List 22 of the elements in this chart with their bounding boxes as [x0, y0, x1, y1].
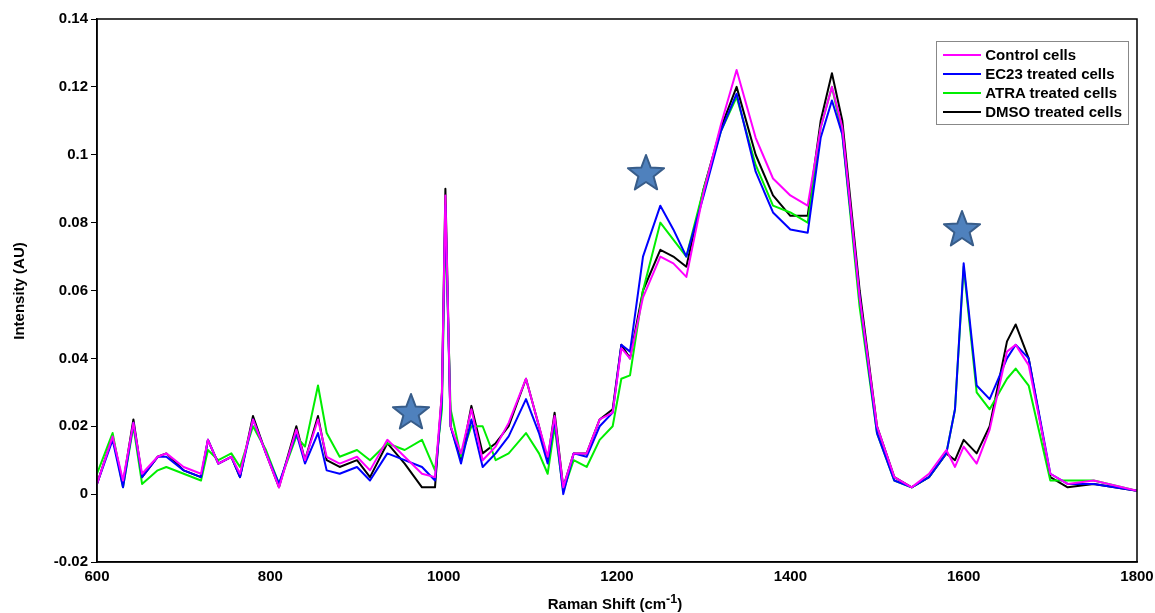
x-tick-label: 1600: [946, 567, 981, 585]
x-tick-label: 1800: [1120, 567, 1154, 585]
x-tick-label: 800: [257, 567, 283, 585]
x-tick-label: 1400: [773, 567, 808, 585]
x-tick-label: 1000: [426, 567, 461, 585]
y-tick-label: 0.12: [58, 77, 88, 95]
x-tick-label: 1200: [600, 567, 634, 585]
x-tick-label: 600: [84, 567, 110, 585]
legend-label: Control cells: [985, 45, 1077, 64]
x-axis-title: Raman Shift (cm$^{-1}$): [546, 592, 684, 612]
legend-label: ATRA treated cells: [985, 83, 1117, 102]
y-tick-label: 0: [79, 484, 88, 502]
y-tick-label: 0.14: [58, 9, 89, 27]
legend-label: DMSO treated cells: [985, 102, 1122, 121]
y-tick-label: 0.04: [58, 348, 89, 366]
y-tick-label: 0.06: [58, 280, 88, 298]
y-tick-label: 0.02: [58, 416, 88, 434]
y-axis-title: Intensity (AU): [9, 241, 27, 340]
y-tick-label: 0.1: [67, 144, 88, 162]
y-tick-label: -0.02: [53, 552, 88, 570]
y-tick-label: 0.08: [58, 212, 88, 230]
legend-label: EC23 treated cells: [985, 64, 1115, 83]
